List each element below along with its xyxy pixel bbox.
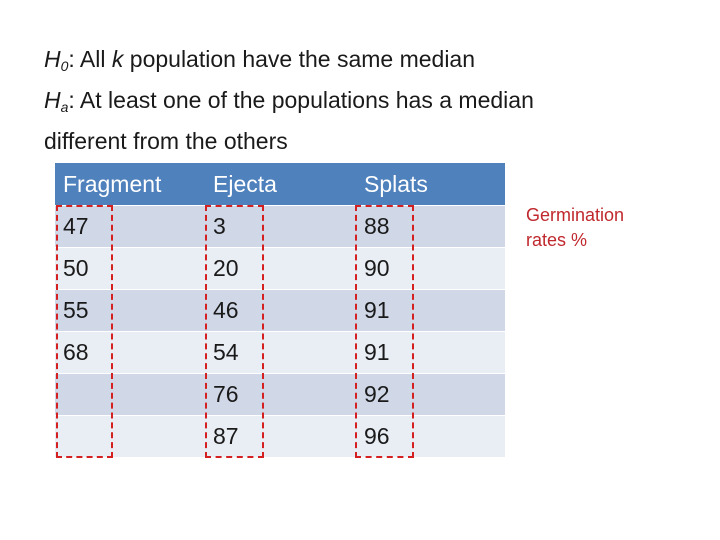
ha-text: : At least one of the populations has a …	[68, 87, 534, 113]
table-cell: 96	[356, 415, 505, 457]
table-cell: 3	[205, 205, 356, 248]
alternative-hypothesis: Ha: At least one of the populations has …	[44, 83, 534, 124]
hypotheses: H0: All k population have the same media…	[44, 42, 534, 158]
germination-table: Fragment Ejecta Splats 47 3 88 50 20 90 …	[55, 163, 505, 457]
germination-rates-note: Germination rates %	[526, 203, 624, 253]
table-row: 50 20 90	[55, 247, 505, 290]
table-cell	[55, 373, 205, 416]
table-cell: 54	[205, 331, 356, 374]
table-row: 87 96	[55, 415, 505, 457]
table-header-row: Fragment Ejecta Splats	[55, 163, 505, 206]
table-cell: 91	[356, 289, 505, 332]
table-row: 55 46 91	[55, 289, 505, 332]
table-cell: 55	[55, 289, 205, 332]
splats-column-highlight	[355, 205, 414, 458]
table-cell: 92	[356, 373, 505, 416]
table-row: 47 3 88	[55, 205, 505, 248]
table-cell: 46	[205, 289, 356, 332]
null-hypothesis: H0: All k population have the same media…	[44, 42, 534, 83]
header-ejecta: Ejecta	[205, 163, 356, 206]
header-splats: Splats	[356, 163, 505, 206]
table-cell: 76	[205, 373, 356, 416]
note-line-2: rates %	[526, 230, 588, 250]
table-cell: 91	[356, 331, 505, 374]
table-cell: 87	[205, 415, 356, 457]
table-cell: 20	[205, 247, 356, 290]
fragment-column-highlight	[56, 205, 113, 458]
h0-k: k	[111, 46, 124, 72]
header-fragment: Fragment	[55, 163, 205, 206]
h0-symbol: H	[44, 46, 61, 72]
h0-text-post: population have the same median	[123, 46, 476, 72]
table-cell: 47	[55, 205, 205, 248]
alternative-hypothesis-cont: different from the others	[44, 128, 288, 154]
table-row: 68 54 91	[55, 331, 505, 374]
table-cell: 68	[55, 331, 205, 374]
table-cell	[55, 415, 205, 457]
h0-subscript: 0	[60, 58, 69, 74]
note-line-1: Germination	[526, 205, 625, 225]
ha-symbol: H	[44, 87, 61, 113]
ejecta-column-highlight	[205, 205, 264, 458]
h0-text-pre: : All	[68, 46, 112, 72]
table-cell: 88	[356, 205, 505, 248]
table-cell: 90	[356, 247, 505, 290]
ha-subscript: a	[60, 99, 69, 115]
table-cell: 50	[55, 247, 205, 290]
table-row: 76 92	[55, 373, 505, 416]
